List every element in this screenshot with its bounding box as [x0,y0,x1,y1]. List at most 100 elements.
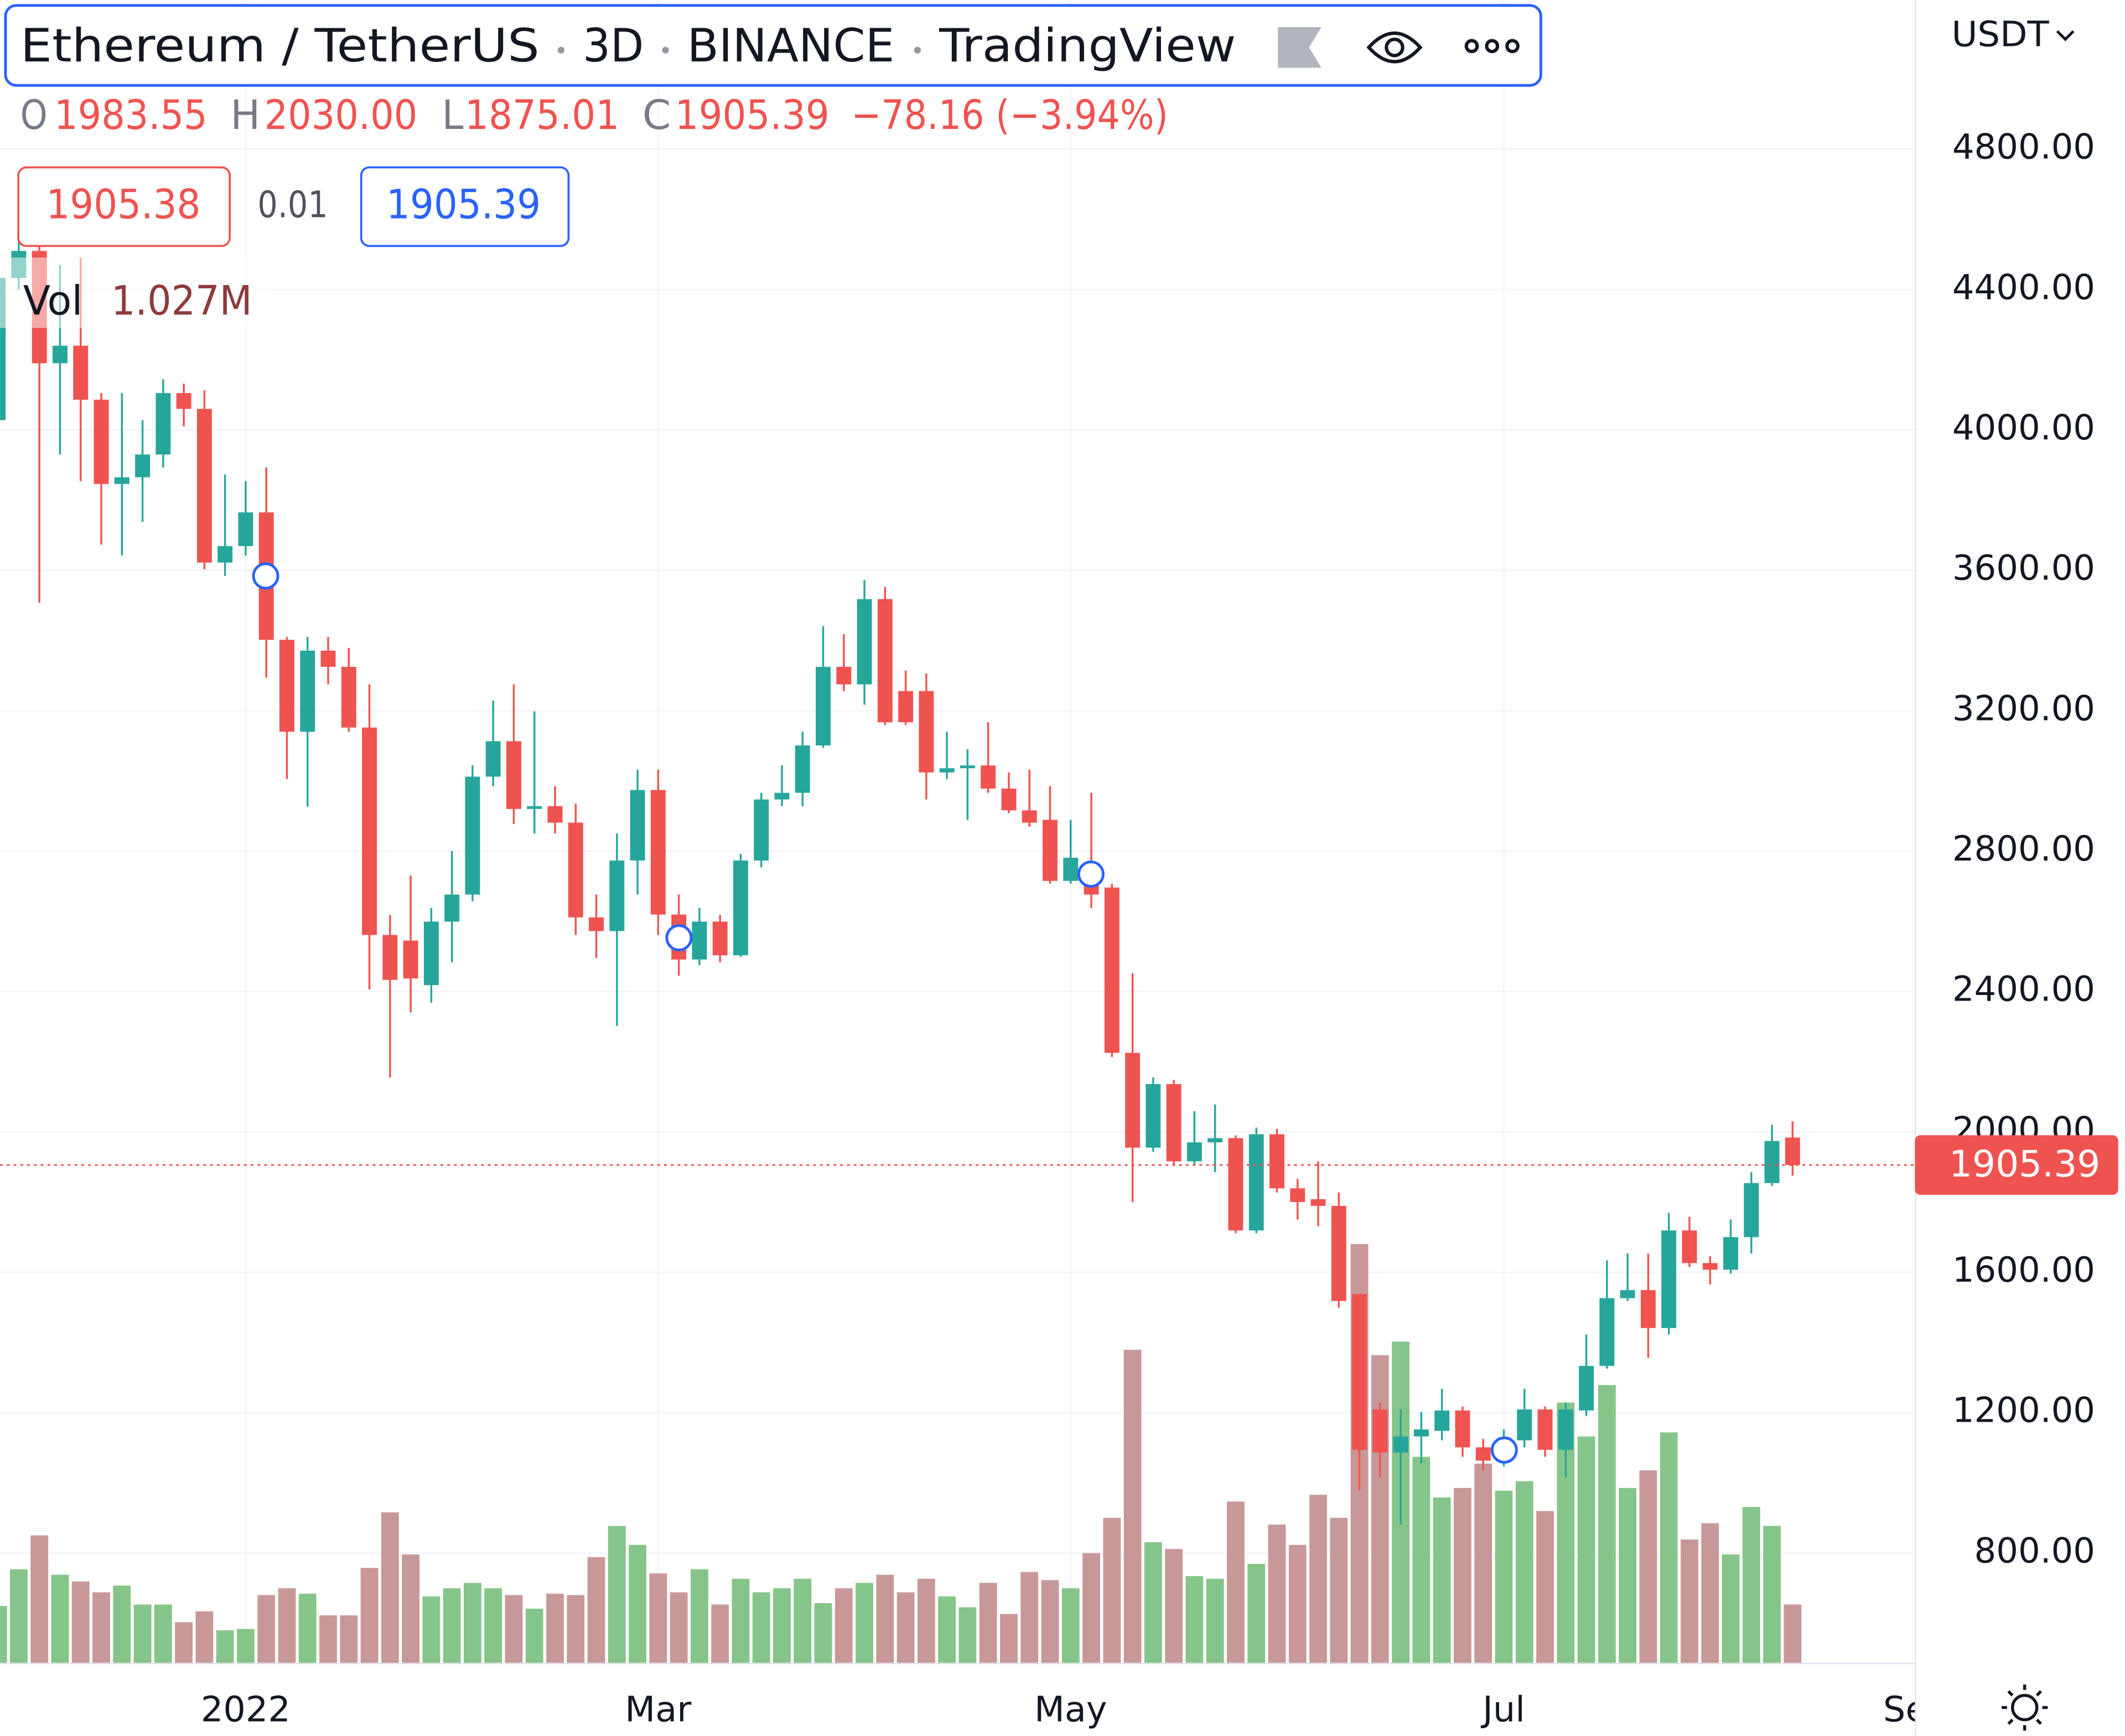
volume-bar [463,1583,481,1663]
ohlc-key: H [230,92,260,139]
volume-bar [896,1592,915,1663]
candle-body [1475,1447,1491,1461]
candle-body [1413,1429,1429,1437]
candle-body [774,792,790,800]
more-icon[interactable] [1464,39,1520,54]
volume-bar [257,1595,276,1663]
candle-body [1372,1409,1388,1453]
ohlc-key: C [642,92,671,139]
volume-bar [402,1554,420,1663]
event-marker[interactable] [252,562,279,590]
eye-icon[interactable] [1366,31,1423,64]
event-marker[interactable] [665,924,693,952]
y-tick-label: 800.00 [1974,1530,2095,1571]
volume-bar [587,1557,605,1663]
volume-bar [1309,1495,1327,1663]
candle-body [1248,1134,1264,1231]
volume-bar [1247,1564,1266,1663]
volume-bar [1288,1545,1307,1663]
volume-bar [773,1588,791,1663]
candle-body [1599,1298,1615,1366]
volume-bar [443,1588,461,1663]
volume-bar [30,1535,49,1663]
volume-name: Vol [23,278,83,325]
candle-body [300,650,315,732]
volume-bar [979,1583,997,1663]
volume-bar [133,1604,152,1663]
volume-bar [278,1588,296,1663]
candle-body [960,765,975,769]
y-tick-label: 2800.00 [1952,828,2095,869]
candle-body [320,650,336,667]
candle-body [1455,1410,1470,1448]
x-tick-label: May [1034,1689,1107,1730]
last-price-text: 1905.39 [1949,1143,2100,1185]
y-tick-label: 2400.00 [1952,969,2095,1009]
volume-bar [340,1615,358,1663]
volume-bar [154,1604,172,1663]
volume-bar [1144,1542,1162,1663]
x-tick-label: Sep [1883,1689,1950,1730]
flag-icon[interactable] [1278,27,1321,68]
legend-box[interactable] [4,4,1542,87]
last-price-label: 1905.39 [1915,1135,2118,1195]
candle-body [465,776,480,895]
volume-bar [237,1629,255,1663]
event-marker[interactable] [1077,861,1105,888]
volume-bar [1061,1588,1080,1663]
volume-bar [670,1592,688,1663]
candle-body [506,741,521,809]
candle-body [94,400,109,484]
volume-bar [484,1588,502,1663]
volume-bar [690,1569,708,1663]
candle-body [795,745,810,793]
candle-body [114,477,129,484]
candle-body [485,741,501,777]
separator [662,46,669,54]
currency[interactable]: USDT [1951,14,2049,55]
ohlc-value: 2030.00 [265,92,418,139]
volume-bar [1165,1549,1183,1663]
x-tick-label: Mar [625,1689,692,1730]
y-tick-label: 4800.00 [1952,127,2095,167]
volume-bar [1371,1355,1389,1663]
buy-button[interactable] [360,166,570,247]
ohlc-key: O [20,92,48,139]
volume-bar [1742,1507,1760,1663]
y-tick-label: 4400.00 [1952,267,2095,307]
candle-body [1186,1142,1202,1162]
volume-bar [1268,1524,1286,1663]
candle-body [939,768,955,773]
volume-bar [856,1583,873,1663]
volume-bar [938,1596,956,1663]
event-marker[interactable] [1490,1436,1518,1464]
candle-body [1764,1141,1780,1183]
time-axis: 2022 Mar May Jul Sep [201,1689,1950,1730]
candle-body [568,822,583,918]
currency-chevron[interactable] [2056,30,2075,42]
candle-body [176,393,191,409]
candle-body [1001,789,1017,811]
candle-body [423,921,439,986]
ask-price: 1905.39 [386,182,541,229]
candle-body [836,666,852,685]
sell-button[interactable] [17,166,231,247]
ohlc-value: 1905.39 [675,92,830,139]
volume-bar [1722,1554,1740,1663]
candle-body [382,935,398,980]
candle-body [712,921,728,956]
candle-body [754,799,769,861]
volume-bar [525,1608,543,1663]
settings-icon[interactable] [2002,1684,2048,1731]
volume-bar [195,1611,214,1663]
candle-body [403,940,418,979]
bid-price: 1905.38 [46,182,200,229]
change: −78.16 (−3.94%) [851,92,1168,139]
ohlc-key: L [442,92,463,139]
separator [557,46,565,54]
candle-body [1063,857,1079,881]
candle-body [73,345,89,400]
candle-body [981,765,996,789]
volume-bar [1020,1572,1039,1663]
